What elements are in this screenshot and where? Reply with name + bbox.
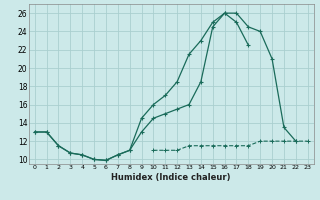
X-axis label: Humidex (Indice chaleur): Humidex (Indice chaleur) — [111, 173, 231, 182]
